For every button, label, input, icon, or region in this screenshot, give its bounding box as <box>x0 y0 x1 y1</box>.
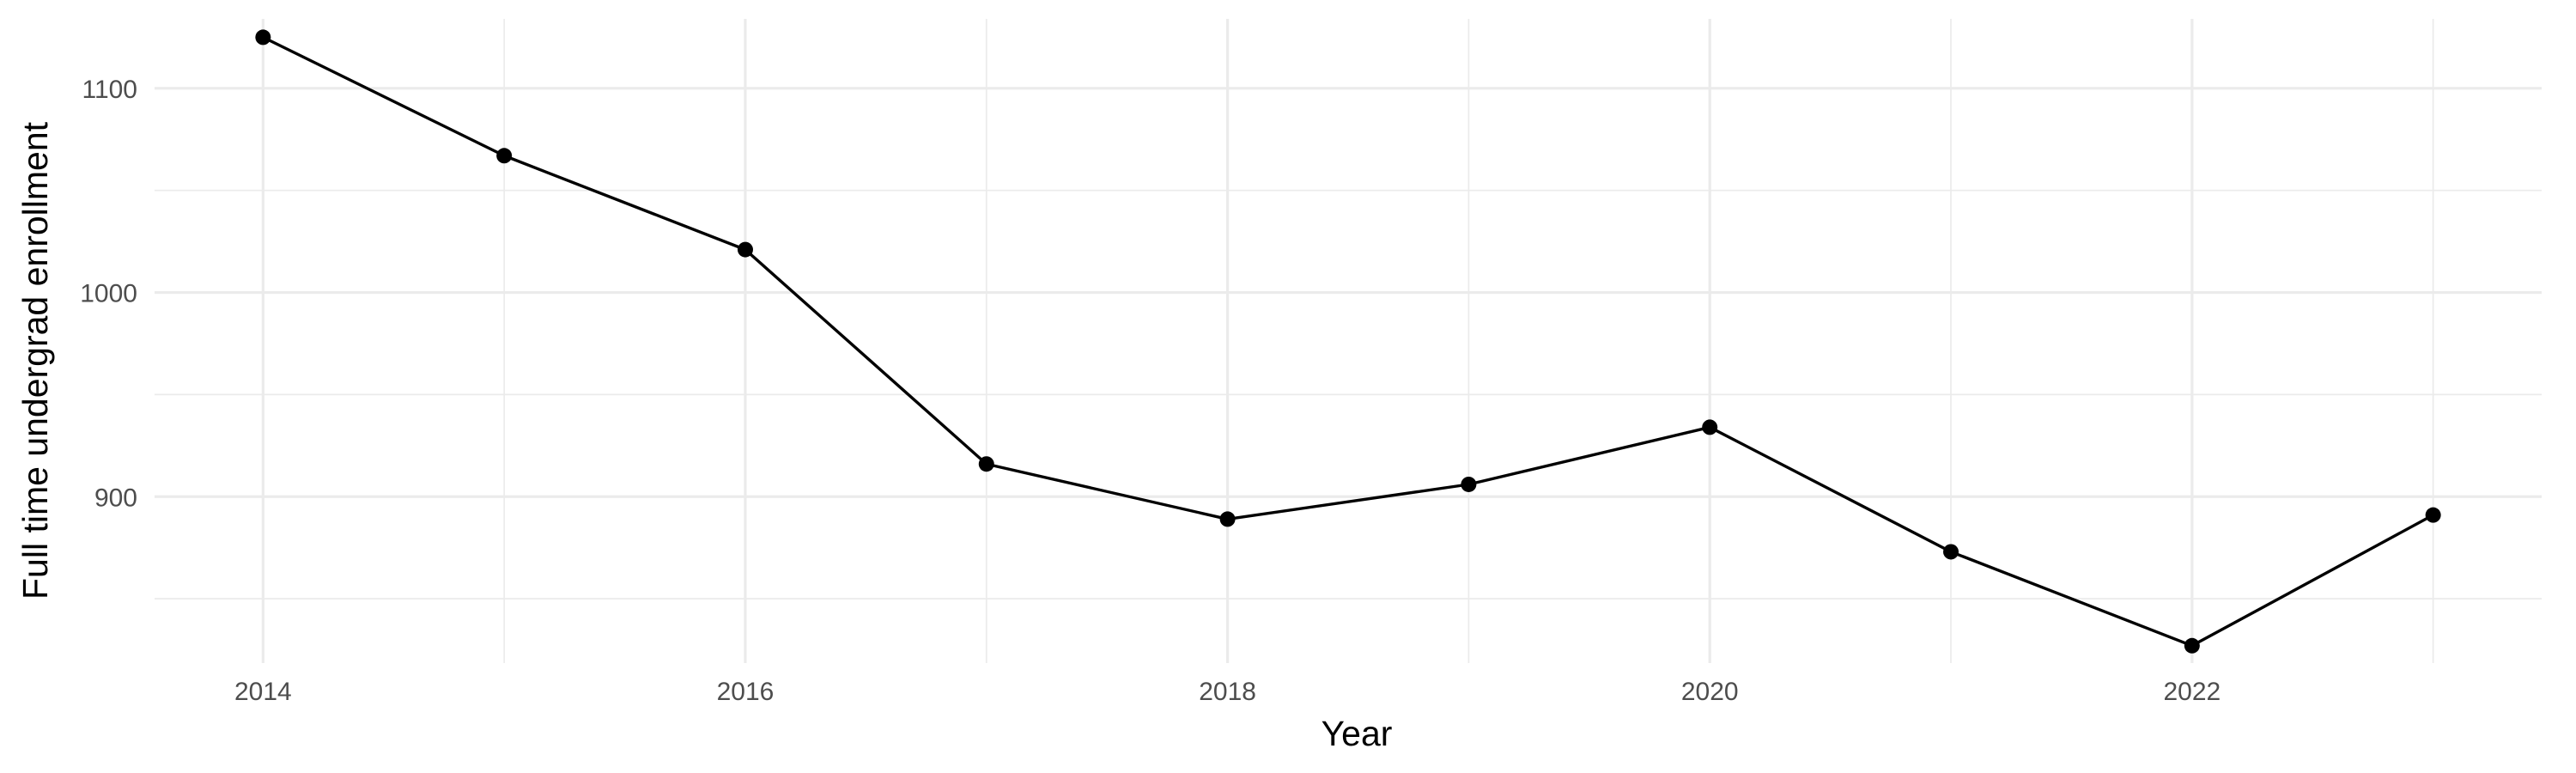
x-tick-label: 2020 <box>1681 678 1739 706</box>
data-point <box>978 456 994 472</box>
series-line <box>261 35 2435 648</box>
x-axis-title: Year <box>1321 714 1393 753</box>
data-point <box>2425 507 2441 523</box>
x-tick-label: 2016 <box>717 678 775 706</box>
y-axis-title: Full time undergrad enrollment <box>15 121 55 600</box>
data-point <box>1702 419 1718 435</box>
y-axis-ticks: 900 1000 1100 <box>80 76 137 512</box>
y-tick-label: 1000 <box>80 280 137 308</box>
series-layer <box>255 29 2441 654</box>
data-point <box>255 29 271 46</box>
x-tick-label: 2018 <box>1199 678 1256 706</box>
grid-lines <box>155 19 2542 663</box>
data-point <box>1943 544 1959 560</box>
y-tick-label: 900 <box>94 484 137 512</box>
data-point <box>737 241 753 258</box>
x-axis-ticks: 2014 2016 2018 2020 2022 <box>234 678 2221 706</box>
data-point <box>1461 476 1477 492</box>
data-point <box>2184 637 2200 654</box>
x-tick-label: 2014 <box>234 678 292 706</box>
y-tick-label: 1100 <box>82 76 137 104</box>
x-tick-label: 2022 <box>2163 678 2221 706</box>
data-point <box>1219 511 1236 527</box>
data-point <box>496 148 513 164</box>
